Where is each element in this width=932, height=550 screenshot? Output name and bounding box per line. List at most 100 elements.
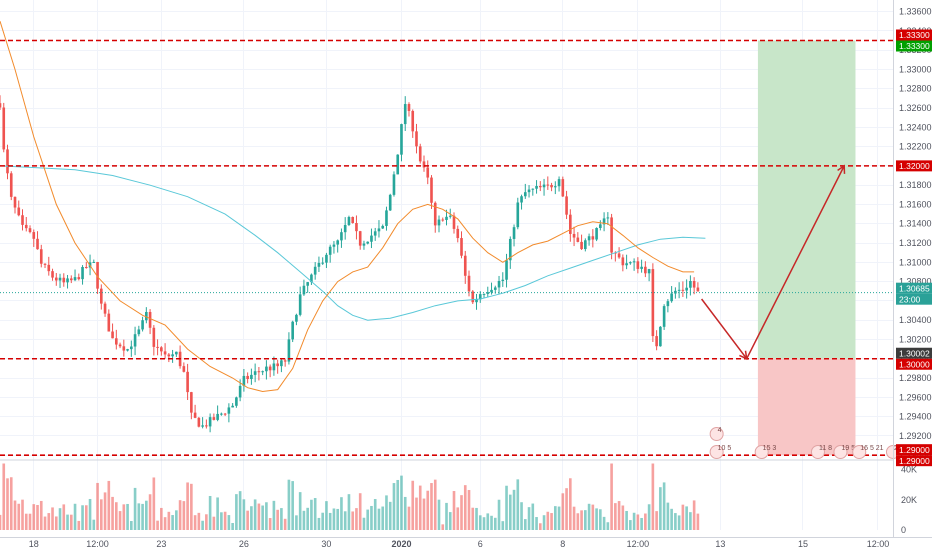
candle-body <box>332 244 336 247</box>
horizontal-levels[interactable] <box>0 39 893 456</box>
projection-arrow[interactable] <box>701 164 846 361</box>
event-count: 10 5 <box>718 445 732 452</box>
candle-body <box>73 277 77 281</box>
candle-body <box>433 202 437 226</box>
volume-bar <box>268 518 272 530</box>
volume-bar <box>250 506 253 530</box>
volume-bar <box>36 505 39 530</box>
volume-bar <box>400 475 403 530</box>
candle-body <box>291 321 294 340</box>
volume-bar <box>599 509 602 530</box>
event-icon[interactable] <box>709 427 724 441</box>
event-icon[interactable] <box>810 445 825 459</box>
volume-bar <box>325 501 328 530</box>
candle-body <box>231 405 234 408</box>
volume-bar <box>527 507 531 530</box>
volume-bar <box>88 498 92 530</box>
candle-body <box>306 282 309 286</box>
time-tick-label: 30 <box>321 539 331 549</box>
volume-bar <box>287 479 291 530</box>
volume-bar <box>362 517 366 530</box>
candle-body <box>118 344 122 347</box>
loss-zone[interactable] <box>757 358 856 456</box>
time-tick-label: 13 <box>715 539 725 549</box>
time-tick-label: 12:00 <box>867 539 890 549</box>
volume-bar <box>6 478 9 530</box>
volume-bar <box>32 504 36 530</box>
volume-bar <box>96 482 99 530</box>
candle-body <box>452 215 456 229</box>
volume-bar <box>302 510 306 530</box>
volume-bar <box>261 505 264 530</box>
price-tick-label: 1.31800 <box>899 180 932 190</box>
candle-body <box>685 287 688 291</box>
time-axis[interactable]: 18 12:00 23 26 30 2020 6 8 12:00 13 15 12:00 <box>29 539 889 549</box>
event-icon[interactable] <box>754 445 769 459</box>
volume-bar <box>535 517 538 530</box>
volume-axis[interactable]: 40K 20K 0 <box>901 465 917 535</box>
volume-bar <box>497 499 501 530</box>
price-tick-label: 1.30400 <box>899 315 932 325</box>
candle-body <box>467 275 471 292</box>
volume-bar <box>565 488 568 530</box>
position-zones <box>757 40 856 456</box>
candle-body <box>441 219 445 221</box>
volume-bar <box>381 506 385 530</box>
volume-bar <box>478 515 482 530</box>
event-icon[interactable] <box>709 445 724 459</box>
candle-body <box>407 104 411 111</box>
candle-body <box>62 277 66 283</box>
volume-bar <box>471 507 475 530</box>
volume-bar <box>223 511 227 530</box>
volume-bar <box>336 508 340 530</box>
candle-body <box>276 363 279 367</box>
volume-bar <box>430 483 433 530</box>
volume-bar <box>118 511 122 530</box>
volume-bar <box>696 513 700 530</box>
profit-zone[interactable] <box>757 40 856 359</box>
event-icon[interactable] <box>852 445 867 459</box>
candle-body <box>328 246 332 255</box>
candle-body <box>208 417 212 427</box>
time-tick-label: 12:00 <box>86 539 109 549</box>
volume-bar <box>666 502 670 530</box>
volume-bar <box>512 489 516 530</box>
volume-bar <box>43 516 47 530</box>
candle-body <box>347 217 351 225</box>
volume-bar <box>437 499 441 530</box>
volume-bar <box>636 514 640 530</box>
candle-body <box>66 278 69 283</box>
candle-body <box>310 274 313 283</box>
volume-bar <box>51 507 54 530</box>
candle-body <box>126 349 129 351</box>
candle-body <box>302 285 306 295</box>
candle-body <box>591 236 595 240</box>
moving-averages <box>0 21 706 393</box>
candle-body <box>400 124 403 155</box>
volume-bar <box>137 503 141 530</box>
volume-bar <box>640 517 643 530</box>
volume-bar <box>178 500 182 530</box>
volume-bar <box>677 515 681 530</box>
candle-body <box>321 262 324 264</box>
candle-body <box>351 217 355 223</box>
candle-body <box>659 326 662 347</box>
volume-bar <box>520 502 523 530</box>
candle-body <box>415 131 418 147</box>
candle-body <box>167 354 171 357</box>
volume-bar <box>190 483 193 530</box>
candle-body <box>261 371 264 373</box>
volume-bar <box>651 463 655 530</box>
volume-bar <box>13 500 17 530</box>
volume-bar <box>242 499 246 530</box>
event-icon[interactable] <box>833 445 848 459</box>
candle-body <box>39 249 43 264</box>
volume-bar <box>553 506 557 530</box>
volume-bar <box>298 492 302 530</box>
volume-bar <box>595 508 598 530</box>
candle-body <box>662 306 666 327</box>
candle-body <box>69 278 73 281</box>
price-tick-label: 1.33000 <box>899 64 932 74</box>
volume-bar <box>516 479 520 530</box>
